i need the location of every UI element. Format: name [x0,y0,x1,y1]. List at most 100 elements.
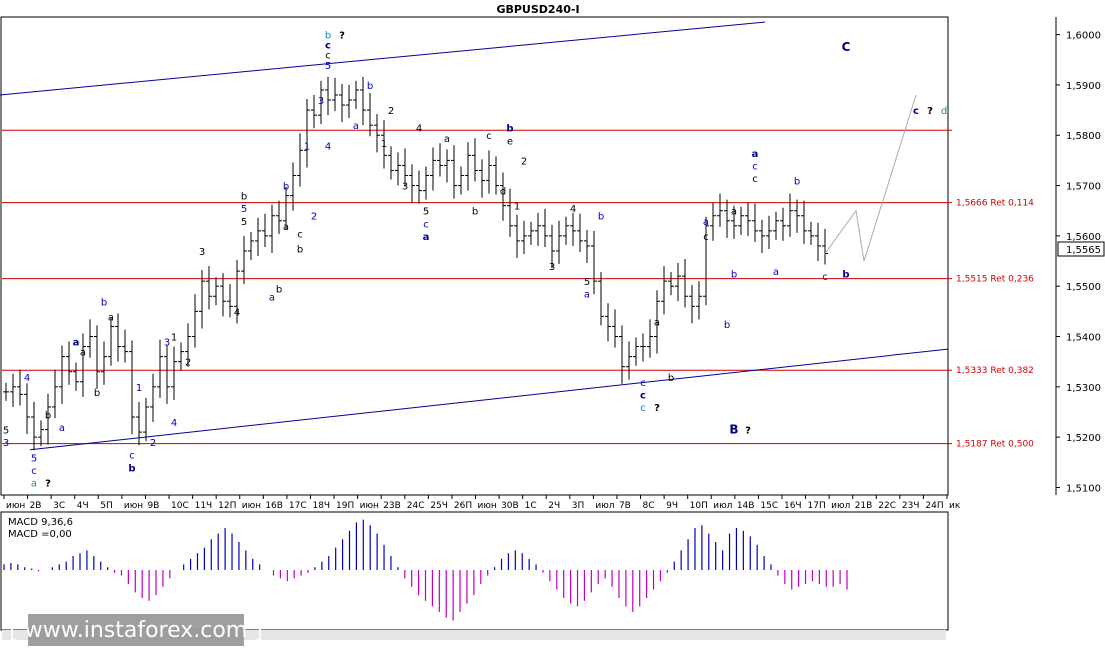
candle [129,340,135,435]
candle [542,208,548,247]
candle [318,80,324,125]
y-tick-label: 1,5400 [1066,333,1101,344]
candle [689,285,695,324]
candle [556,220,562,265]
channel-lower [29,348,949,451]
candle [717,193,723,227]
y-tick-label: 1,6000 [1066,31,1101,42]
wave-label: b [472,207,478,218]
candle [108,317,114,366]
x-tick-label: 14В [737,501,755,511]
candle [339,83,345,123]
candle [304,99,310,168]
wave-label: c [423,219,429,230]
candle [654,290,660,354]
candle [668,272,674,296]
watermark-logo: [ www.instaforex.com ] [9,614,263,646]
candle [640,333,646,362]
wave-label: a [654,317,660,328]
candle [402,148,408,187]
wave-label: 5 [3,426,9,437]
candle [752,203,758,242]
candle [360,76,366,126]
watermark-text: www.instaforex.com [24,617,248,643]
wave-label: d [500,187,506,198]
candle [563,216,569,245]
x-tick-label: 16В [265,501,283,511]
wave-label: c [640,403,646,414]
wave-label: 3 [164,338,170,349]
x-tick-label: 8С [643,501,655,511]
candle [311,94,317,129]
candle [24,383,30,435]
wave-label: c [752,161,758,172]
candle [255,217,261,256]
wave-label: a [773,267,779,278]
wave-label: a [444,134,450,145]
y-tick-label: 1,5800 [1066,131,1101,142]
candle [584,229,590,264]
candle [10,373,16,407]
level-label: 1,5187 Ret 0,500 [956,440,1034,450]
x-tick-label: 16Ч [784,501,802,511]
y-tick-label: 1,5500 [1066,282,1101,293]
wave-label: a [353,121,359,132]
wave-label: c [297,229,303,240]
candle [290,162,296,211]
candle [780,207,786,241]
wave-label: c [913,106,919,117]
wave-label: 4 [234,307,240,318]
candle [472,138,478,182]
candle [101,341,107,385]
x-tick-label: 25Ч [430,501,448,511]
candle [206,266,212,310]
candle [437,143,443,177]
candle [325,76,331,116]
wave-label: 3 [549,262,555,273]
wave-label: b [598,212,604,223]
candle [38,420,44,447]
candle [185,323,191,367]
candle [633,337,639,366]
x-tick-label: 19П [336,501,354,511]
x-tick-label: 18Ч [312,501,330,511]
candle [647,319,653,358]
x-tick-label: 5П [100,501,113,511]
candle [570,212,576,246]
candle [696,281,702,320]
candle [409,164,415,203]
candle [94,325,100,389]
x-tick-label: 2Ч [548,501,560,511]
candle [479,159,485,198]
x-tick-label: 21В [855,501,873,511]
candle [31,401,37,451]
candle [507,188,513,237]
wave-label: 4 [24,373,30,384]
x-tick-label: 11Ч [195,501,213,511]
candle [213,277,219,306]
x-tick-label: июн [478,501,497,511]
wave-label: 3 [199,247,205,258]
x-tick-label: 1С [525,501,537,511]
x-tick-label: июн [124,501,143,511]
candle [549,224,555,269]
candle [787,193,793,237]
wave-label: b [668,373,674,384]
wave-label: a [31,478,37,489]
current-price-label: 1,5565 [1066,245,1101,256]
x-tick-label: 17П [808,501,826,511]
wave-label: b [128,463,135,474]
wave-label: 1 [514,202,520,213]
wave-label: c [640,390,646,401]
wave-label: a [108,312,114,323]
candle [710,202,716,241]
channel-upper [0,21,766,96]
wave-label: ? [927,106,933,117]
wave-label: b [842,270,849,281]
x-tick-label: июн [360,501,379,511]
candle [801,200,807,244]
wave-label: 1 [304,141,310,152]
candle [619,325,625,384]
candle [374,114,380,153]
y-tick-label: 1,5100 [1066,483,1101,494]
